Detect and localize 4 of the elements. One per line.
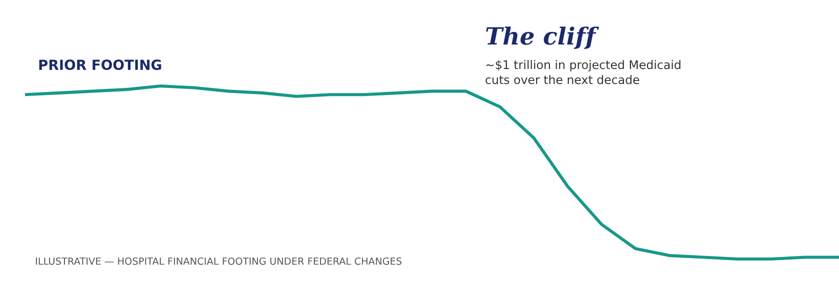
text: The cliff — [486, 26, 599, 49]
annotation: ILLUSTRATIVE — HOSPITAL FINANCIAL FOOTING UNDER FEDERAL CHANGES — [36, 257, 402, 265]
text: PRIOR FOOTING — [39, 60, 162, 70]
text: ~$1 trillion in projected Medicaid cuts over the next decade — [486, 60, 680, 84]
